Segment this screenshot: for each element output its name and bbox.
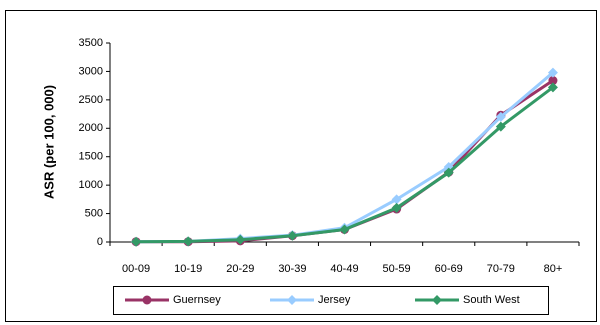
marker <box>391 202 402 213</box>
marker <box>287 230 298 241</box>
y-tick-label: 3500 <box>79 37 103 49</box>
x-tick-label: 80+ <box>544 263 563 275</box>
marker <box>183 236 194 247</box>
x-tick-label: 30-39 <box>278 263 306 275</box>
x-tick-label: 70-79 <box>487 263 515 275</box>
marker <box>443 167 454 178</box>
y-tick-label: 1500 <box>79 151 103 163</box>
chart-border <box>5 10 597 322</box>
marker <box>547 67 558 78</box>
marker <box>548 76 558 86</box>
marker <box>235 234 246 245</box>
marker <box>547 82 558 93</box>
marker <box>391 194 402 205</box>
x-tick-label: 60-69 <box>435 263 463 275</box>
x-tick-label: 50-59 <box>383 263 411 275</box>
legend-box <box>113 286 549 315</box>
marker <box>142 295 152 305</box>
x-tick-label: 20-29 <box>226 263 254 275</box>
marker <box>287 295 297 305</box>
y-tick-label: 2500 <box>79 94 103 106</box>
y-tick-label: 3000 <box>79 65 103 77</box>
legend-label: South West <box>463 294 520 306</box>
y-axis-label: ASR (per 100, 000) <box>41 85 56 199</box>
marker <box>339 224 350 235</box>
x-tick-label: 40-49 <box>330 263 358 275</box>
y-tick-label: 1000 <box>79 179 103 191</box>
marker <box>432 295 442 305</box>
x-tick-label: 00-09 <box>122 263 150 275</box>
y-tick-label: 500 <box>85 207 103 219</box>
legend-label: Guernsey <box>173 294 221 306</box>
x-tick-label: 10-19 <box>174 263 202 275</box>
y-tick-label: 0 <box>97 236 103 248</box>
marker <box>495 121 506 132</box>
legend-label: Jersey <box>318 294 351 306</box>
y-tick-label: 2000 <box>79 122 103 134</box>
marker <box>495 111 506 122</box>
marker <box>131 236 142 247</box>
